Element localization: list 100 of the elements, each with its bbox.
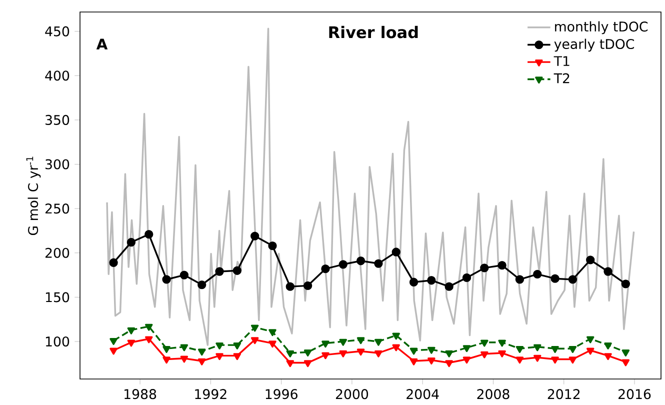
point — [250, 232, 260, 240]
x-tick-label: 2004 — [406, 389, 439, 400]
x-tick-label: 1988 — [124, 389, 156, 400]
x-tick-label: 2000 — [336, 389, 368, 400]
x-tick-label: 2016 — [618, 389, 651, 400]
point — [410, 348, 418, 355]
point — [322, 352, 330, 360]
point — [427, 276, 436, 285]
point — [303, 281, 312, 290]
point — [533, 270, 542, 278]
point — [339, 338, 347, 346]
point — [232, 266, 242, 275]
y-tick-label: 350 — [46, 114, 70, 125]
y-tick-label: 150 — [46, 292, 70, 302]
point — [480, 264, 489, 272]
point — [286, 350, 294, 358]
point — [409, 278, 418, 286]
point — [534, 344, 542, 352]
legend-label: yearly tDOC — [554, 38, 634, 52]
point — [604, 342, 612, 350]
point — [622, 350, 630, 356]
point — [321, 264, 330, 274]
point — [445, 360, 453, 368]
point — [233, 342, 242, 350]
point — [622, 359, 630, 366]
annotation: A — [96, 38, 108, 50]
point — [339, 350, 347, 358]
legend-label: T1 — [554, 56, 570, 66]
point — [462, 356, 471, 364]
point — [374, 338, 382, 346]
y-tick-label: 200 — [45, 248, 70, 258]
y-tick-label: 100 — [46, 336, 70, 347]
x-tick-label: 1996 — [266, 389, 298, 400]
point — [162, 346, 170, 353]
point — [110, 338, 118, 345]
point — [568, 275, 578, 284]
point — [145, 324, 153, 331]
y-axis-title: G mol C yr$^{-1}$ — [26, 156, 41, 236]
point — [515, 275, 524, 284]
point — [198, 358, 206, 366]
point — [534, 354, 542, 362]
point — [268, 329, 276, 336]
point — [127, 327, 136, 334]
point — [428, 346, 436, 354]
point — [516, 356, 524, 364]
point — [551, 356, 559, 364]
point — [444, 282, 454, 291]
point — [356, 256, 366, 266]
point — [586, 348, 594, 355]
point — [286, 282, 294, 291]
text: River load — [329, 26, 418, 38]
point — [268, 241, 277, 250]
point — [568, 346, 577, 353]
point — [392, 248, 400, 256]
point — [268, 340, 276, 348]
point — [550, 274, 560, 283]
point — [233, 353, 242, 360]
point — [145, 336, 153, 344]
point — [198, 280, 206, 290]
point — [516, 346, 524, 353]
point — [286, 360, 294, 368]
point — [392, 344, 400, 352]
point — [127, 340, 136, 347]
point — [480, 340, 488, 347]
y-tick-label: 400 — [45, 70, 70, 81]
point — [110, 348, 118, 355]
point — [180, 344, 188, 352]
legend-label: monthly tDOC — [555, 21, 648, 34]
point — [356, 348, 365, 356]
point — [462, 273, 472, 282]
point — [551, 346, 559, 353]
point — [322, 340, 330, 348]
point — [410, 358, 418, 366]
point — [621, 280, 630, 288]
legend-label: T2 — [554, 73, 570, 84]
y-tick-label: 450 — [45, 26, 70, 36]
x-tick-label: 2012 — [548, 389, 580, 400]
x-tick-label: 1992 — [195, 389, 226, 400]
point — [480, 351, 488, 358]
point — [304, 350, 312, 356]
point — [304, 360, 312, 368]
point — [216, 342, 224, 350]
point — [162, 275, 171, 284]
point — [604, 267, 612, 276]
point — [180, 270, 189, 280]
point — [216, 353, 224, 360]
point — [250, 337, 259, 344]
point — [162, 356, 170, 364]
point — [392, 332, 400, 340]
x-tick-label: 2008 — [477, 389, 510, 400]
point — [109, 258, 118, 267]
point — [374, 259, 383, 268]
point — [338, 260, 348, 269]
point — [445, 350, 453, 358]
y-tick-label: 300 — [46, 159, 70, 170]
point — [198, 348, 206, 356]
point — [462, 345, 471, 352]
point — [604, 353, 612, 360]
point — [498, 260, 506, 270]
point — [250, 324, 259, 332]
